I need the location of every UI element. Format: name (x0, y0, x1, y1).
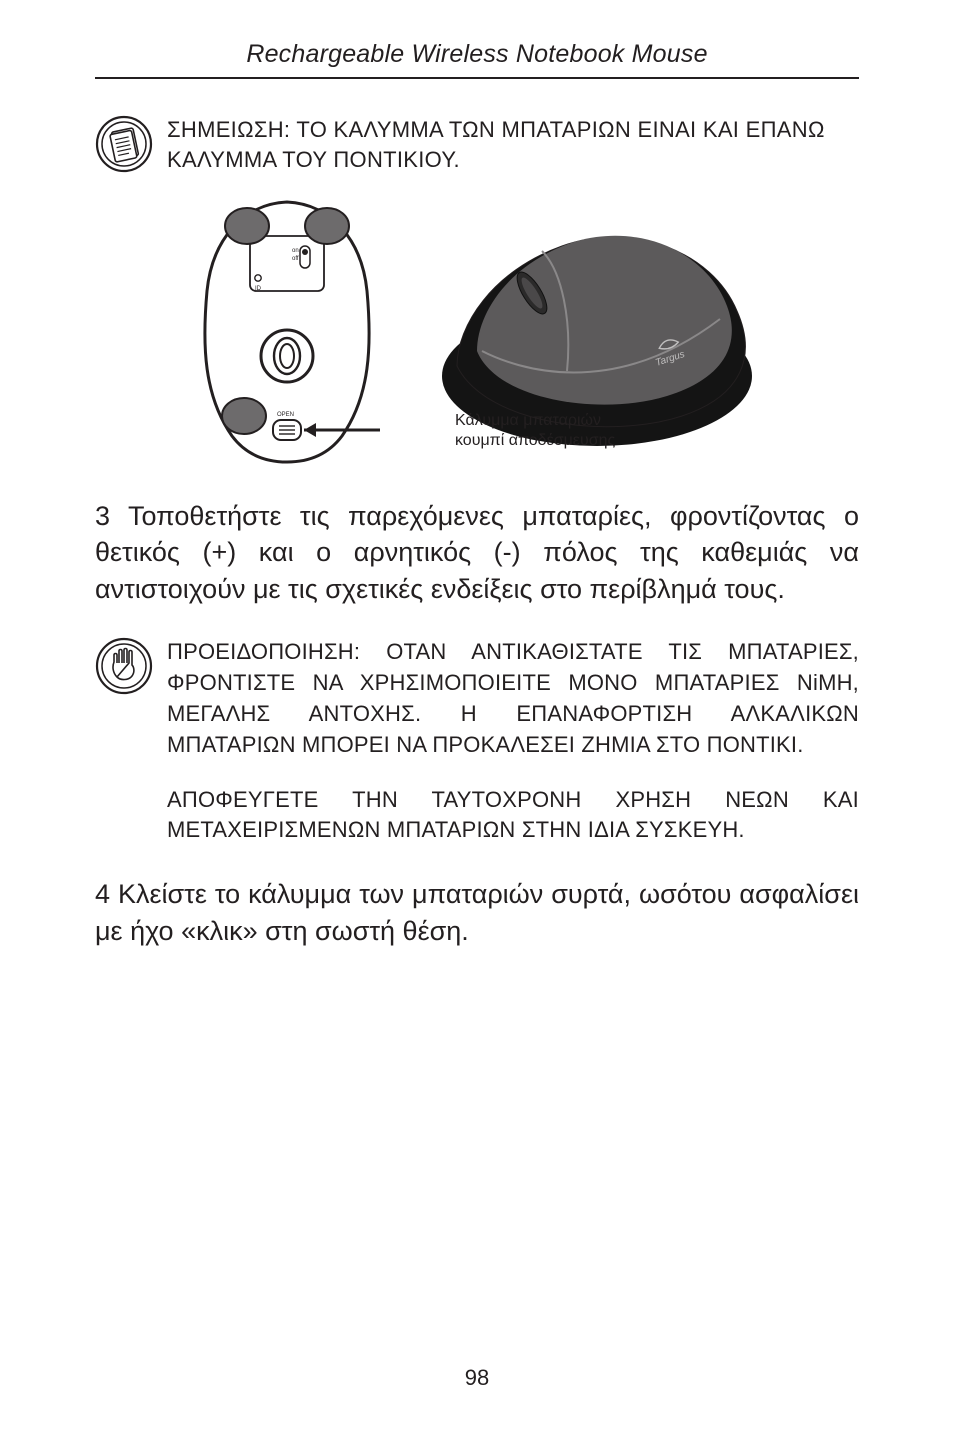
page: Rechargeable Wireless Notebook Mouse ΣΗΜ… (0, 0, 954, 1431)
note-text: ΣΗΜΕΙΩΣΗ: ΤΟ ΚΑΛΥΜΜΑ ΤΩΝ ΜΠΑΤΑΡΙΩΝ ΕΙΝΑΙ… (167, 115, 859, 174)
warning-icon (95, 637, 153, 700)
on-label: on (292, 248, 299, 254)
open-label: OPEN (277, 412, 294, 418)
off-label: off (292, 256, 299, 262)
warning-row: ΠΡΟΕΙΔΟΠΟΙΗΣΗ: ΟΤΑΝ ΑΝΤΙΚΑΘΙΣΤΑΤΕ ΤΙΣ ΜΠ… (95, 637, 859, 846)
note-icon (95, 115, 153, 178)
mouse-bottom-diagram: on off ID OPEN (192, 196, 382, 466)
id-label: ID (255, 286, 262, 292)
warning-para2: ΑΠΟΦΕΥΓΕΤΕ ΤΗΝ ΤΑΥΤΟΧΡΟΝΗ ΧΡΗΣΗ ΝΕΩΝ ΚΑΙ… (167, 785, 859, 847)
header-title: Rechargeable Wireless Notebook Mouse (95, 40, 859, 79)
caption-line1: Κάλυμμα μπαταριών (455, 411, 615, 431)
caption-line2: κουμπί αποδέσμευσης (455, 431, 615, 451)
warning-para1: ΠΡΟΕΙΔΟΠΟΙΗΣΗ: ΟΤΑΝ ΑΝΤΙΚΑΘΙΣΤΑΤΕ ΤΙΣ ΜΠ… (167, 637, 859, 760)
page-number: 98 (0, 1365, 954, 1391)
warning-text-block: ΠΡΟΕΙΔΟΠΟΙΗΣΗ: ΟΤΑΝ ΑΝΤΙΚΑΘΙΣΤΑΤΕ ΤΙΣ ΜΠ… (167, 637, 859, 846)
note-row: ΣΗΜΕΙΩΣΗ: ΤΟ ΚΑΛΥΜΜΑ ΤΩΝ ΜΠΑΤΑΡΙΩΝ ΕΙΝΑΙ… (95, 115, 859, 178)
diagram-caption: Κάλυμμα μπαταριών κουμπί αποδέσμευσης (455, 411, 615, 451)
paragraph-3: 3 Τοποθετήστε τις παρεχόμενες μπαταρίες,… (95, 498, 859, 607)
diagram-row: on off ID OPEN (95, 196, 859, 466)
paragraph-4: 4 Κλείστε το κάλυμμα των μπαταριών συρτά… (95, 876, 859, 949)
